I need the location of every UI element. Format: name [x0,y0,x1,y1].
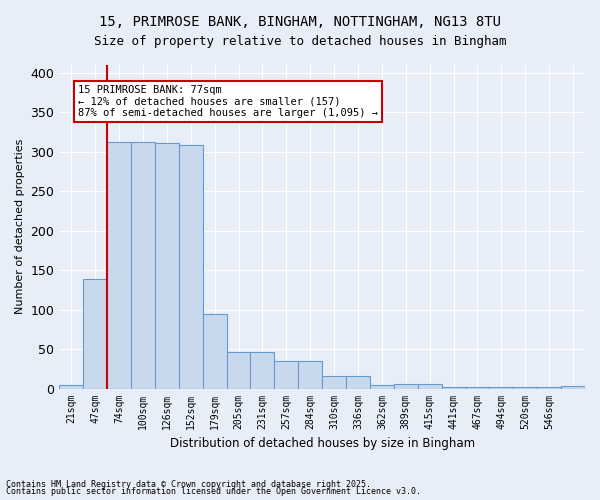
Bar [322,376,346,388]
Bar [155,143,179,388]
Bar [514,387,537,388]
Bar [179,146,203,388]
Bar [203,314,227,388]
Bar [227,352,250,388]
Bar [490,387,514,388]
Text: Contains public sector information licensed under the Open Government Licence v3: Contains public sector information licen… [6,487,421,496]
Bar [59,386,83,388]
Bar [537,387,561,388]
Bar [466,387,490,388]
Bar [107,142,131,388]
Bar [442,387,466,388]
Bar [394,384,418,388]
Bar [370,384,394,388]
Bar [250,352,274,388]
Bar [298,361,322,388]
Text: Size of property relative to detached houses in Bingham: Size of property relative to detached ho… [94,35,506,48]
Bar [346,376,370,388]
Text: Contains HM Land Registry data © Crown copyright and database right 2025.: Contains HM Land Registry data © Crown c… [6,480,371,489]
Text: 15, PRIMROSE BANK, BINGHAM, NOTTINGHAM, NG13 8TU: 15, PRIMROSE BANK, BINGHAM, NOTTINGHAM, … [99,15,501,29]
Bar [561,386,585,388]
X-axis label: Distribution of detached houses by size in Bingham: Distribution of detached houses by size … [170,437,475,450]
Bar [274,361,298,388]
Text: 15 PRIMROSE BANK: 77sqm
← 12% of detached houses are smaller (157)
87% of semi-d: 15 PRIMROSE BANK: 77sqm ← 12% of detache… [78,84,378,118]
Bar [418,384,442,388]
Bar [131,142,155,388]
Bar [83,279,107,388]
Y-axis label: Number of detached properties: Number of detached properties [15,139,25,314]
